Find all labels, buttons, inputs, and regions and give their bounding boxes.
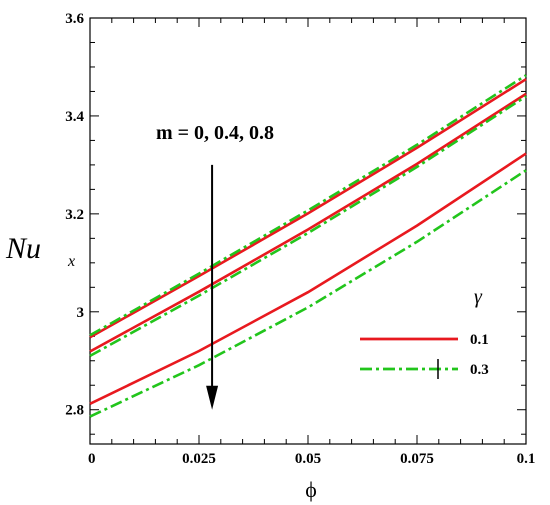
x-tick-label: 0.075 bbox=[400, 451, 434, 467]
legend-label-0.1: 0.1 bbox=[470, 332, 489, 348]
y-tick-label: 3.4 bbox=[65, 109, 84, 125]
x-tick-label: 0.025 bbox=[182, 451, 216, 467]
series-line-gamma-0.3-m-0 bbox=[89, 74, 527, 337]
y-tick-label: 3 bbox=[77, 305, 85, 321]
y-tick-label: 3.6 bbox=[65, 11, 84, 27]
series-line-gamma-0.1-m-0.8 bbox=[89, 152, 527, 405]
legend-title: γ bbox=[474, 286, 483, 308]
axis-titles: ϕ Nu x bbox=[5, 232, 317, 502]
axis-ticks: 0 0.025 0.05 0.075 0.1 2.8 3 3.2 3.4 3.6 bbox=[65, 11, 535, 467]
annotation-label: m = 0, 0.4, 0.8 bbox=[156, 122, 274, 144]
series-line-gamma-0.1-m-0.4 bbox=[89, 92, 527, 353]
annotation-layer: m = 0, 0.4, 0.8 bbox=[156, 122, 274, 410]
legend-label-0.3: 0.3 bbox=[470, 362, 489, 378]
series-layer bbox=[89, 74, 527, 418]
x-axis-title: ϕ bbox=[305, 477, 317, 502]
plot-frame bbox=[89, 17, 527, 445]
y-axis-title: Nu bbox=[5, 232, 41, 265]
y-axis-title-subscript: x bbox=[67, 253, 75, 270]
series-line-gamma-0.3-m-0.8 bbox=[89, 169, 527, 418]
y-tick-label: 2.8 bbox=[65, 403, 84, 419]
series-line-gamma-0.1-m-0 bbox=[89, 78, 527, 339]
y-tick-label: 3.2 bbox=[65, 207, 84, 223]
arrow-head bbox=[206, 385, 219, 410]
legend: γ 0.1 0.3 bbox=[360, 286, 489, 379]
x-tick-label: 0.05 bbox=[295, 451, 321, 467]
x-tick-label: 0.1 bbox=[517, 451, 536, 467]
plot-area-border bbox=[89, 17, 527, 445]
series-line-gamma-0.3-m-0.4 bbox=[89, 95, 527, 358]
x-tick-label: 0 bbox=[88, 451, 96, 467]
